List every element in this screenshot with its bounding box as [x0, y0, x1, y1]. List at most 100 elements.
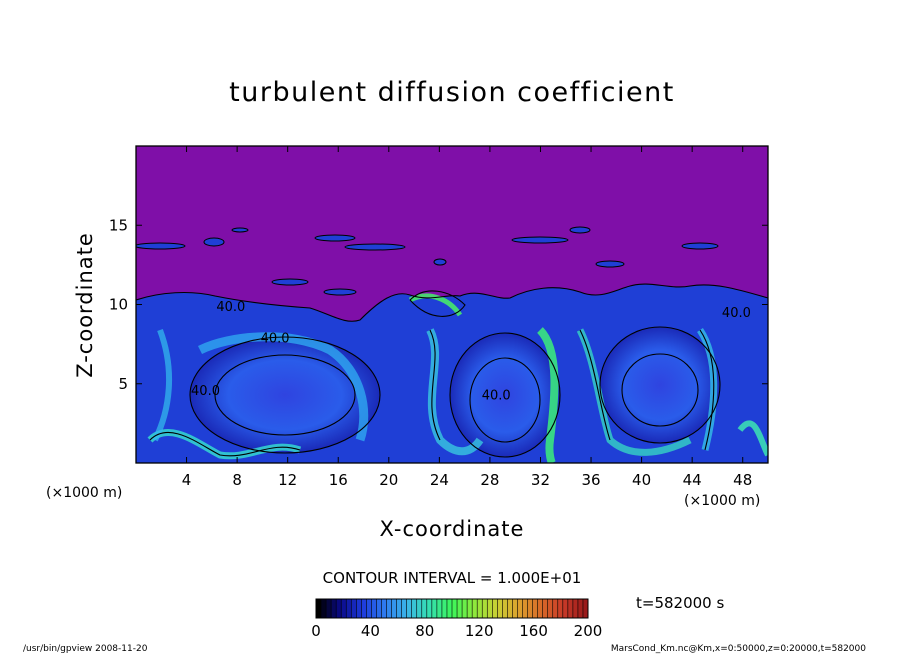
colorbar-cell	[366, 599, 372, 618]
colorbar-cell	[572, 599, 579, 618]
filament	[197, 332, 369, 442]
colorbar-cell	[517, 599, 524, 618]
colorbar-cell	[341, 599, 347, 618]
colorbar-cell	[577, 599, 584, 618]
contour-value-label: 40.0	[216, 300, 245, 315]
colorbar-cell	[431, 599, 438, 618]
colorbar-tick-label: 120	[465, 622, 494, 640]
footer-left: /usr/bin/gpview 2008-11-20	[23, 644, 148, 654]
colorbar-tick-label: 80	[415, 622, 434, 640]
field-layer	[136, 226, 768, 463]
x-tick-label: 28	[480, 471, 499, 489]
colorbar-cell	[462, 599, 468, 618]
colorbar-cell	[552, 599, 559, 618]
colorbar-cell	[426, 599, 433, 618]
colorbar-cell	[391, 599, 398, 618]
colorbar-cell	[421, 599, 428, 618]
upper-patches	[136, 226, 719, 296]
contour-value-label: 40.0	[722, 306, 751, 321]
colorbar-cell	[452, 599, 458, 618]
colorbar-cell	[457, 599, 463, 618]
colorbar-cell	[441, 599, 448, 618]
colorbar-cell	[381, 599, 388, 618]
colorbar-cell	[472, 599, 478, 618]
x-tick-label: 32	[531, 471, 550, 489]
contour-value-label: 40.0	[261, 332, 290, 347]
y-tick-label: 5	[118, 375, 128, 393]
x-unit-right: (×1000 m)	[684, 493, 760, 509]
contour-value-label: 40.0	[191, 384, 220, 399]
y-tick-label: 10	[109, 296, 128, 314]
colorbar-cell	[482, 599, 488, 618]
colorbar-cell	[376, 599, 382, 618]
colorbar-cell	[532, 599, 539, 618]
colorbar-cell	[396, 599, 403, 618]
colorbar-ticks: 0 40 80 120 160 200	[311, 622, 602, 640]
x-tick-label: 4	[182, 471, 192, 489]
colorbar-cell	[351, 599, 357, 618]
colorbar-cell	[542, 599, 549, 618]
x-tick-label: 48	[733, 471, 752, 489]
colorbar-cell	[316, 599, 322, 618]
contour-interval: CONTOUR INTERVAL = 1.000E+01	[323, 569, 582, 587]
x-axis-ticks: 4 8 12 16 20 24 28 32 36 40 44 48	[182, 146, 752, 489]
colorbar-cell	[522, 599, 529, 618]
colorbar-frame	[315, 598, 589, 619]
y-tick-label: 15	[109, 216, 128, 234]
colorbar-cell	[557, 599, 564, 618]
x-tick-label: 8	[232, 471, 242, 489]
colorbar-cell	[562, 599, 569, 618]
y-axis-ticks: 5 10 15	[109, 216, 768, 393]
colorbar-cell	[321, 599, 327, 618]
plot-area: 40.0 40.0 40.0 40.0 40.0	[135, 145, 769, 464]
colorbar-cell	[386, 599, 393, 618]
colorbar-cell	[406, 599, 413, 618]
colorbar-cell	[356, 599, 362, 618]
x-tick-label: 24	[430, 471, 449, 489]
colorbar-tick-label: 40	[361, 622, 380, 640]
x-tick-label: 40	[632, 471, 651, 489]
colorbar-stripes	[315, 599, 589, 618]
colorbar-tick-label: 0	[311, 622, 321, 640]
colorbar-cell	[416, 599, 423, 618]
colorbar-cell	[502, 599, 508, 618]
colorbar-cell	[492, 599, 498, 618]
colorbar-cell	[446, 599, 453, 618]
contour-value-label: 40.0	[482, 389, 511, 404]
filament	[536, 327, 559, 463]
colorbar-tick-label: 160	[519, 622, 548, 640]
colorbar-cell	[487, 599, 493, 618]
x-tick-label: 44	[683, 471, 702, 489]
colorbar-cell	[537, 599, 544, 618]
colorbar-cell	[547, 599, 554, 618]
filament	[152, 328, 172, 442]
filament	[408, 293, 463, 317]
colorbar-cell	[336, 599, 342, 618]
colorbar-cell	[411, 599, 418, 618]
colorbar-cell	[361, 599, 367, 618]
colorbar-cell	[507, 599, 513, 618]
colorbar-cell	[346, 599, 352, 618]
colorbar-cell	[331, 599, 337, 618]
contour-lines	[136, 283, 768, 458]
chart-title: turbulent diffusion coefficient	[229, 77, 675, 108]
colorbar-cell	[401, 599, 408, 618]
colorbar-cell	[326, 599, 332, 618]
x-tick-label: 16	[329, 471, 348, 489]
filament	[737, 420, 768, 457]
colorbar-cell	[436, 599, 443, 618]
colorbar-cell	[371, 599, 377, 618]
colorbar-cell	[527, 599, 534, 618]
contour-label-layer: 40.0 40.0 40.0 40.0 40.0	[191, 300, 751, 404]
x-tick-label: 20	[379, 471, 398, 489]
footer-right: MarsCond_Km.nc@Km,x=0:50000,z=0:20000,t=…	[611, 644, 866, 654]
colorbar-cell	[512, 599, 518, 618]
colorbar: 0 40 80 120 160 200	[311, 598, 602, 640]
colorbar-cell	[567, 599, 574, 618]
colorbar-cell	[477, 599, 483, 618]
x-tick-label: 12	[278, 471, 297, 489]
colorbar-tick-label: 200	[574, 622, 603, 640]
colorbar-cell	[582, 599, 589, 618]
colorbar-cell	[467, 599, 473, 618]
eddy-core	[600, 327, 720, 443]
